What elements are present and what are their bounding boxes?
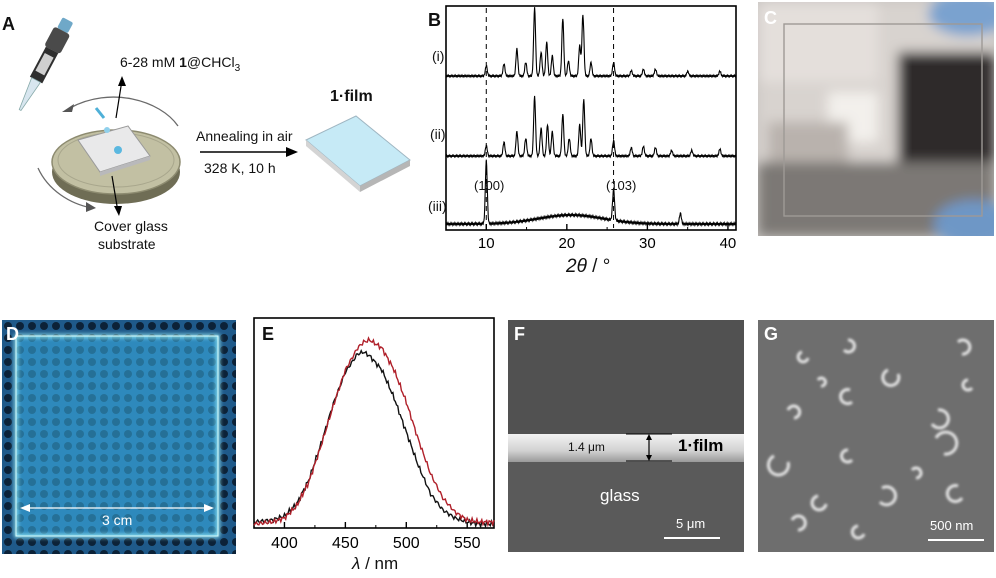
panel-g: G 500 nm: [758, 320, 994, 552]
emission-x-tick-label: 450: [332, 535, 359, 552]
peak-label-100: (100): [474, 178, 505, 193]
film-thickness: 1.4 μm: [568, 440, 605, 454]
emission-x-tick-label: 500: [393, 535, 420, 552]
emission-x-tick-label: 550: [454, 535, 481, 552]
sem-cross-section: [508, 320, 744, 552]
film-title: 1·film: [330, 88, 373, 105]
xrd-chart: 10 20 30 40: [445, 5, 737, 252]
xrd-trace-1: [445, 7, 737, 79]
panel-a-label: A: [2, 14, 15, 34]
panel-d-label: D: [6, 324, 19, 344]
panel-d: D 3 cm: [2, 320, 236, 554]
xrd-x-tick-label: 20: [558, 235, 575, 252]
annealing-label: Annealing in air: [196, 128, 293, 144]
fluorescence-photo: [2, 320, 236, 554]
substrate-line2: substrate: [98, 236, 156, 252]
process-schematic: [18, 17, 411, 216]
panel-e-label: E: [262, 324, 275, 344]
xrd-plot-frame: [445, 5, 737, 231]
emission-plot-frame: [253, 317, 495, 529]
peak-label-103: (103): [606, 178, 637, 193]
sem-surface: [758, 320, 994, 552]
emission-series-red: [253, 336, 495, 528]
trace-label-iii: (iii): [428, 198, 447, 214]
sem-f-scale-label: 5 μm: [676, 516, 706, 531]
xrd-x-tick-label: 40: [720, 235, 737, 252]
substrate-line1: Cover glass: [94, 218, 168, 234]
sem-g-scale-label: 500 nm: [930, 518, 974, 533]
film-layer-label: 1·film: [678, 436, 724, 455]
spin-coater-icon: [51, 125, 181, 204]
emission-xlabel: λ / nm: [352, 554, 399, 573]
film-photo: [758, 2, 994, 236]
scale-3cm: 3 cm: [102, 512, 133, 528]
emission-chart: 400 450 500 550: [253, 317, 495, 552]
panel-f-label: F: [514, 324, 525, 344]
annealing-conditions: 328 K, 10 h: [204, 160, 276, 176]
panel-e: 400 450 500 550 E λ / nm: [240, 316, 500, 578]
trace-label-ii: (ii): [430, 126, 446, 142]
xrd-xlabel: 2θ / °: [566, 256, 611, 277]
xrd-x-tick-label: 30: [639, 235, 656, 252]
xrd-x-tick-label: 10: [478, 235, 495, 252]
xrd-trace-3: [445, 159, 737, 228]
panel-g-label: G: [764, 324, 779, 344]
panel-c-label: C: [764, 8, 777, 28]
panel-c: C: [758, 2, 994, 236]
solution-concentration: 6-28 mM 1@CHCl3: [120, 54, 241, 74]
emission-series-black: [253, 348, 495, 530]
trace-label-i: (i): [432, 48, 445, 64]
pipette-icon: [18, 17, 73, 112]
film-sample-icon: [305, 115, 411, 192]
glass-label: glass: [600, 486, 640, 505]
panel-f: F 1.4 μm 1·film glass 5 μm: [508, 320, 744, 552]
panel-b-label: B: [428, 10, 441, 30]
xrd-trace-2: [445, 95, 737, 159]
emission-x-tick-label: 400: [271, 535, 298, 552]
panel-b: 10 20 30 40 B (i) (ii) (iii) (100) (103) 2θ…: [420, 0, 746, 300]
panel-a: A: [0, 0, 420, 300]
